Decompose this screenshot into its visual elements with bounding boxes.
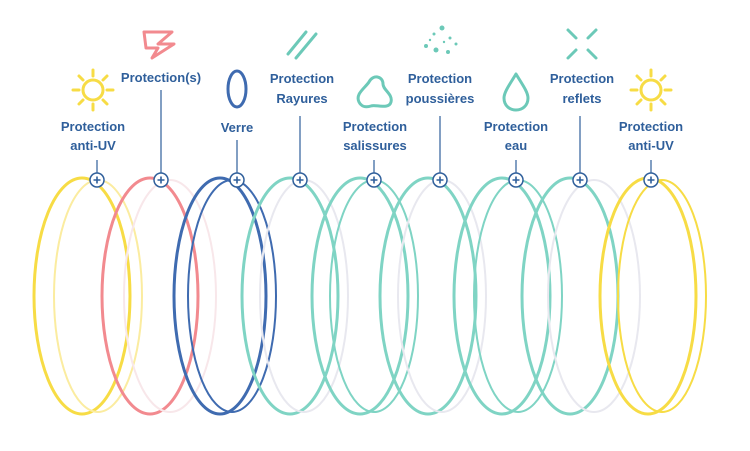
pin-protections-icon (153, 172, 169, 188)
lightning-icon (142, 30, 176, 60)
pin-uv-left-icon (89, 172, 105, 188)
label-uv-left-line1: Protection (61, 119, 125, 134)
label-uv-left-line2: anti-UV (70, 138, 116, 153)
pin-uv-right-icon (643, 172, 659, 188)
lens-ring-reflets (520, 176, 641, 416)
label-poussieres-line1: Protection (408, 71, 472, 86)
reflection-icon (566, 28, 598, 60)
label-eau-line1: Protection (484, 119, 548, 134)
label-uv-right-line2: anti-UV (628, 138, 674, 153)
pin-rayures-icon (292, 172, 308, 188)
leader-lines (96, 90, 652, 174)
water-drop-icon (502, 72, 530, 112)
pin-eau-icon (508, 172, 524, 188)
label-rayures-line2: Rayures (276, 91, 327, 106)
lens-ring-eau (452, 176, 563, 416)
label-salissures-line1: Protection (343, 119, 407, 134)
pin-reflets-icon (572, 172, 588, 188)
lens-ring-rayures (240, 176, 349, 416)
pin-poussieres-icon (432, 172, 448, 188)
lens-ring-uv-left (32, 176, 143, 416)
label-rayures-line1: Protection (270, 71, 334, 86)
sun-icon (71, 68, 115, 112)
lens-ring-poussieres (378, 176, 487, 416)
label-reflets-line2: reflets (562, 91, 601, 106)
pin-verre-icon (229, 172, 245, 188)
labels: Protection anti-UV Protection(s) Verre P… (61, 70, 683, 153)
pins (89, 172, 659, 188)
sun-icon (629, 68, 673, 112)
dust-icon (424, 25, 458, 54)
lens-ring-uv-right (598, 176, 707, 416)
label-salissures-line2: salissures (343, 138, 407, 153)
label-reflets-line1: Protection (550, 71, 614, 86)
pin-salissures-icon (366, 172, 382, 188)
lens-ring-salissures (310, 176, 419, 416)
label-verre: Verre (221, 120, 254, 135)
lens-icon (226, 69, 248, 109)
label-uv-right-line1: Protection (619, 119, 683, 134)
label-eau-line2: eau (505, 138, 527, 153)
stain-icon (356, 75, 393, 109)
lens-ring-protections (100, 176, 217, 416)
label-poussieres-line2: poussières (406, 91, 475, 106)
label-protections: Protection(s) (121, 70, 201, 85)
scratch-icon (286, 30, 318, 60)
